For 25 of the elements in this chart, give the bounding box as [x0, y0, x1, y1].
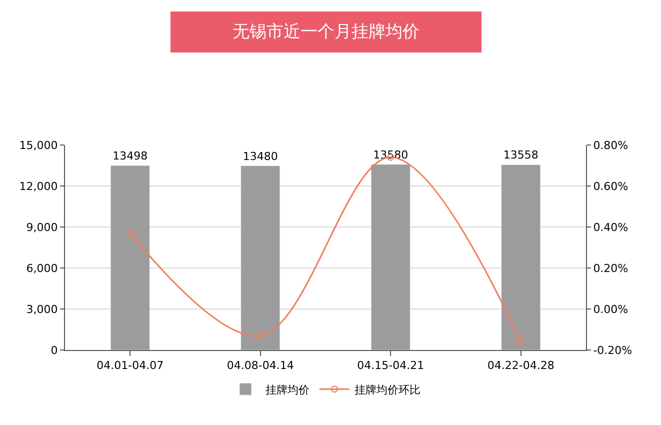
x-tick-label: 04.15-04.21 [357, 359, 424, 372]
point [256, 332, 264, 340]
y-tick-label: 12,000 [19, 180, 58, 193]
y2-tick-label: 0.60% [593, 180, 628, 193]
data-label: 13480 [242, 150, 278, 163]
x-tick-label: 04.08-04.14 [226, 359, 294, 372]
chart-title: 无锡市近一个月挂牌均价 [232, 22, 420, 42]
y-tick-label: 9,000 [26, 220, 58, 234]
data-label: 13558 [503, 148, 538, 162]
x-tick-label: 04.22-04.28 [487, 359, 554, 372]
point [517, 338, 524, 346]
y2-tick-label: 0.80% [593, 138, 628, 152]
x-tick-label: 04.01-04.07 [96, 359, 164, 372]
y-tick-label: 0 [50, 344, 58, 357]
y2-tick-label: 0.40% [593, 220, 628, 234]
data-label: 13498 [112, 150, 148, 163]
y2-tick-label: 0.20% [593, 262, 628, 275]
y-tick-label: 3,000 [26, 302, 58, 316]
y2-tick-label: 0.00% [593, 302, 628, 316]
y-tick-label: 6,000 [26, 262, 58, 275]
y-tick-label: 15,000 [19, 138, 58, 152]
legend-label: 挂牌均价环比 [354, 383, 420, 396]
point [126, 230, 134, 237]
legend-label: 挂牌均价 [266, 383, 310, 396]
y2-tick-label: -0.20% [593, 344, 632, 357]
